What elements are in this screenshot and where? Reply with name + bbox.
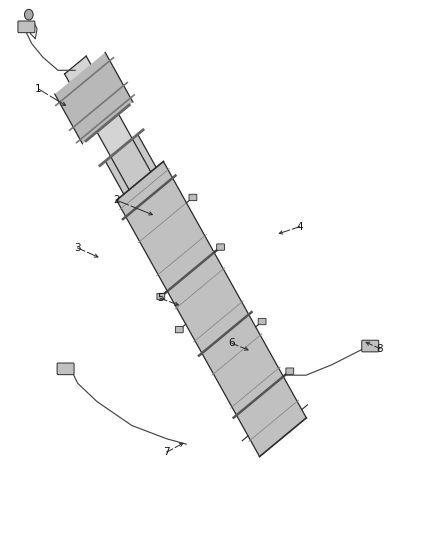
FancyBboxPatch shape: [258, 318, 266, 325]
Polygon shape: [55, 52, 133, 144]
Text: 1: 1: [35, 84, 42, 94]
Polygon shape: [64, 56, 151, 190]
Text: 8: 8: [377, 344, 383, 354]
FancyBboxPatch shape: [175, 326, 183, 333]
FancyBboxPatch shape: [57, 363, 74, 375]
FancyBboxPatch shape: [286, 368, 294, 374]
Polygon shape: [117, 161, 306, 457]
Text: 6: 6: [229, 338, 235, 349]
FancyBboxPatch shape: [189, 194, 197, 200]
Polygon shape: [105, 134, 156, 194]
Text: 7: 7: [163, 447, 170, 457]
FancyBboxPatch shape: [18, 21, 35, 33]
FancyBboxPatch shape: [362, 340, 379, 352]
Circle shape: [25, 10, 33, 20]
Text: 5: 5: [157, 293, 163, 303]
FancyBboxPatch shape: [157, 293, 165, 300]
Text: 3: 3: [74, 243, 81, 253]
Text: 2: 2: [113, 195, 120, 205]
Text: 4: 4: [296, 222, 303, 232]
FancyBboxPatch shape: [217, 244, 225, 251]
